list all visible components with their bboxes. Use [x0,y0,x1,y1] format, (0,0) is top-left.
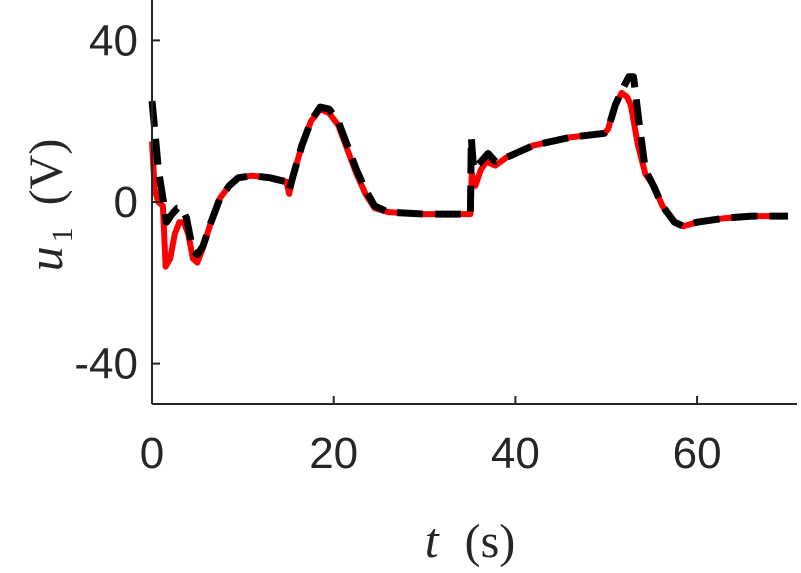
x-tick-label: 20 [309,429,358,478]
y-axis-unit: (V) [20,139,73,206]
y-axis-symbol: u [17,246,73,271]
x-tick-label: 0 [140,429,164,478]
x-axis-unit: (s) [465,515,516,568]
plot-area [152,0,797,404]
svg-text:u 1 (V): u 1 (V) [17,139,79,272]
x-tick-label: 60 [673,429,722,478]
y-tick-label: -40 [74,340,138,389]
x-axis-symbol: t [425,512,440,568]
series-line-solid-red [149,89,788,270]
plot-background [152,0,797,404]
x-axis-label: t (s) [425,512,516,568]
x-tick-label: 40 [491,429,540,478]
series-line-dashed-black [148,73,788,258]
y-tick-label: 0 [114,178,138,227]
series-layer [148,73,788,270]
y-axis-subscript: 1 [46,227,79,242]
y-tick-label: 40 [89,16,138,65]
y-axis-label: u 1 (V) [17,139,79,272]
